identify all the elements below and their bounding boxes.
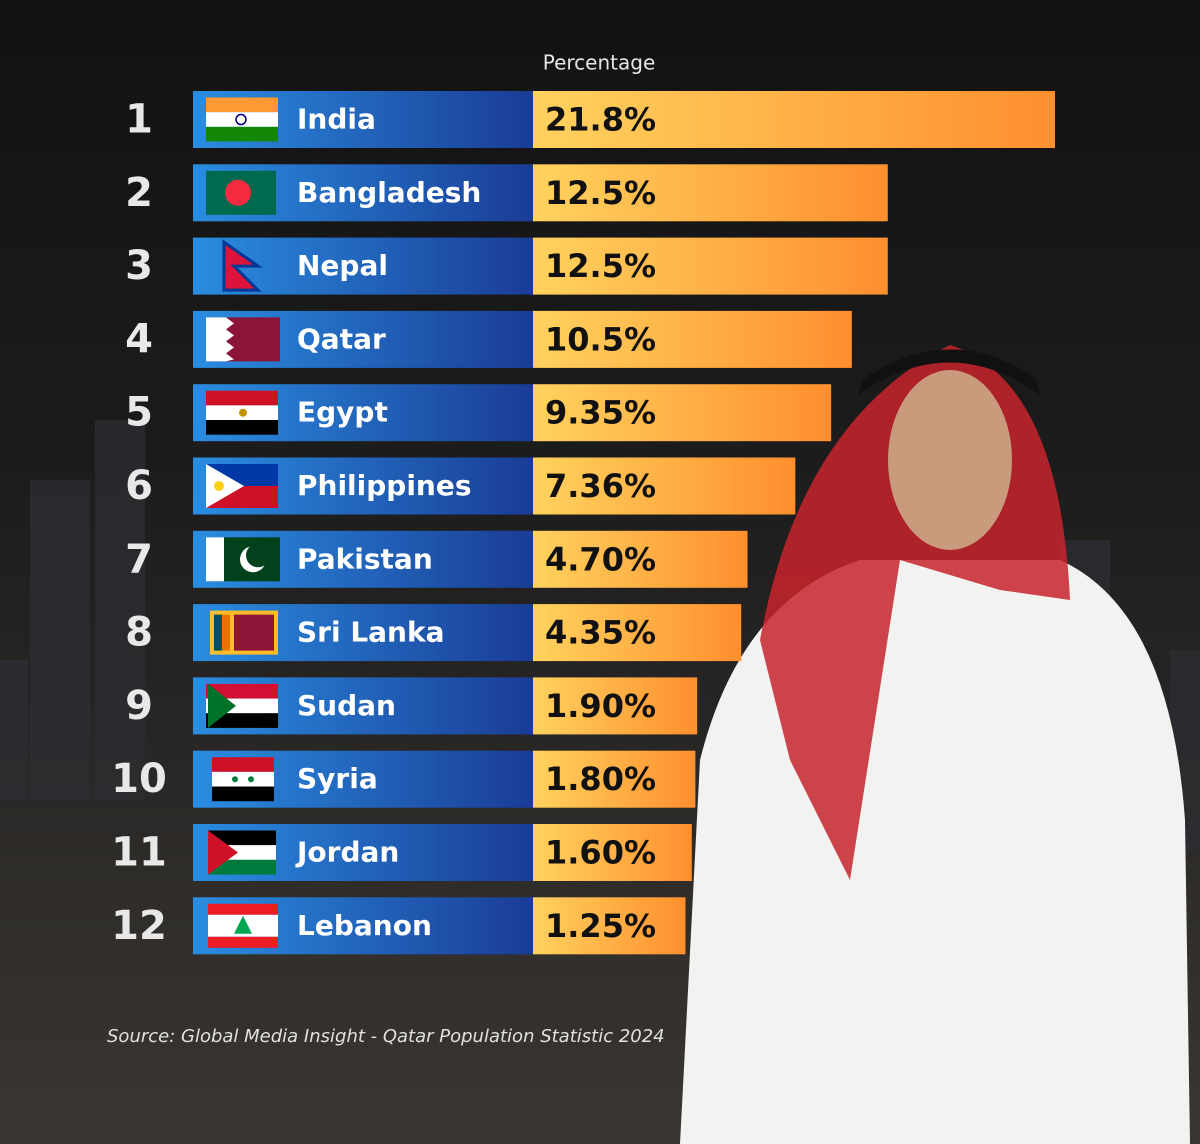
flag-field xyxy=(208,830,238,875)
value-label: 21.8% xyxy=(545,101,656,139)
person-illustration xyxy=(680,345,1190,1144)
value-label: 9.35% xyxy=(545,394,656,432)
category-label: Sudan xyxy=(297,689,396,722)
rank-label: 2 xyxy=(125,170,153,216)
flag-stripe xyxy=(212,786,274,802)
bar xyxy=(533,164,888,222)
category-label: Philippines xyxy=(297,469,472,502)
flag xyxy=(222,239,263,292)
bar xyxy=(533,604,742,662)
flag-stripe xyxy=(206,683,278,699)
value-label: 10.5% xyxy=(545,320,656,358)
value-header: Percentage xyxy=(543,51,656,75)
flag-field xyxy=(222,614,230,651)
flag-field xyxy=(206,537,224,582)
flag xyxy=(208,830,276,875)
flag xyxy=(206,683,278,728)
rank-label: 12 xyxy=(111,903,167,949)
flag-emblem xyxy=(248,776,254,783)
flag-stripe xyxy=(212,757,274,772)
bar xyxy=(533,530,748,588)
rank-label: 7 xyxy=(125,536,153,582)
rank-label: 5 xyxy=(125,390,153,436)
rank-label: 11 xyxy=(111,830,167,876)
flag-stripe xyxy=(208,936,278,948)
category-label: Bangladesh xyxy=(297,176,481,209)
rank-label: 3 xyxy=(125,243,153,289)
value-label: 12.5% xyxy=(545,247,656,285)
flag-stripe xyxy=(208,903,278,915)
bar xyxy=(533,457,796,515)
category-label: Egypt xyxy=(297,396,388,429)
flag-stripe xyxy=(206,390,278,406)
flag-field xyxy=(214,614,222,651)
flag xyxy=(206,317,280,362)
flag-emblem xyxy=(235,113,247,126)
category-label: Pakistan xyxy=(297,542,433,575)
flag xyxy=(212,757,274,802)
flag-stripe xyxy=(206,126,278,142)
flag xyxy=(206,390,278,435)
flag xyxy=(206,464,278,508)
rank-label: 6 xyxy=(125,463,153,509)
flag-stripe xyxy=(208,830,276,846)
flag-stripe xyxy=(212,771,274,787)
rank-label: 8 xyxy=(125,610,153,656)
flag-emblem xyxy=(232,776,238,783)
bar xyxy=(533,677,698,735)
flag-stripe xyxy=(206,420,278,435)
bar xyxy=(533,237,888,295)
flag-emblem xyxy=(234,915,252,934)
category-label: Jordan xyxy=(295,836,399,869)
flag-field xyxy=(206,464,244,508)
bar xyxy=(533,310,852,368)
value-label: 1.90% xyxy=(545,687,656,725)
flag xyxy=(206,537,280,582)
flag-stripe xyxy=(206,97,278,113)
bar xyxy=(533,91,1055,148)
category-label: Lebanon xyxy=(297,909,432,942)
flag-emblem xyxy=(239,408,247,417)
flag-stripe xyxy=(206,112,278,127)
value-label: 4.70% xyxy=(545,540,656,578)
value-label: 4.35% xyxy=(545,614,656,652)
flag-field xyxy=(234,614,274,651)
value-label: 7.36% xyxy=(545,467,656,505)
flag xyxy=(206,170,276,215)
value-label: 12.5% xyxy=(545,174,656,212)
flag-field xyxy=(222,239,263,292)
flag xyxy=(206,97,278,142)
flag-stripe xyxy=(208,859,276,875)
flag-field xyxy=(206,317,234,362)
rank-label: 9 xyxy=(125,683,153,729)
flag-emblem xyxy=(225,179,251,206)
bar xyxy=(533,750,696,808)
category-label: Nepal xyxy=(297,249,388,282)
rank-label: 1 xyxy=(125,97,153,143)
value-label: 1.60% xyxy=(545,834,656,872)
category-label: Sri Lanka xyxy=(297,616,445,649)
bar xyxy=(533,897,686,955)
flag xyxy=(210,610,278,655)
category-label: Syria xyxy=(297,762,378,795)
category-label: Qatar xyxy=(297,322,386,355)
value-label: 1.80% xyxy=(545,760,656,798)
rank-label: 4 xyxy=(125,316,153,362)
flag xyxy=(208,903,278,948)
source-note: Source: Global Media Insight - Qatar Pop… xyxy=(107,1026,665,1047)
flag-field xyxy=(208,683,236,728)
flag-emblem xyxy=(214,481,224,491)
bar xyxy=(533,384,832,442)
bar xyxy=(533,824,692,881)
rank-label: 10 xyxy=(111,756,167,802)
flag-stripe xyxy=(206,713,278,728)
flag-emblem xyxy=(246,543,270,568)
value-label: 1.25% xyxy=(545,907,656,945)
category-label: India xyxy=(297,103,376,136)
